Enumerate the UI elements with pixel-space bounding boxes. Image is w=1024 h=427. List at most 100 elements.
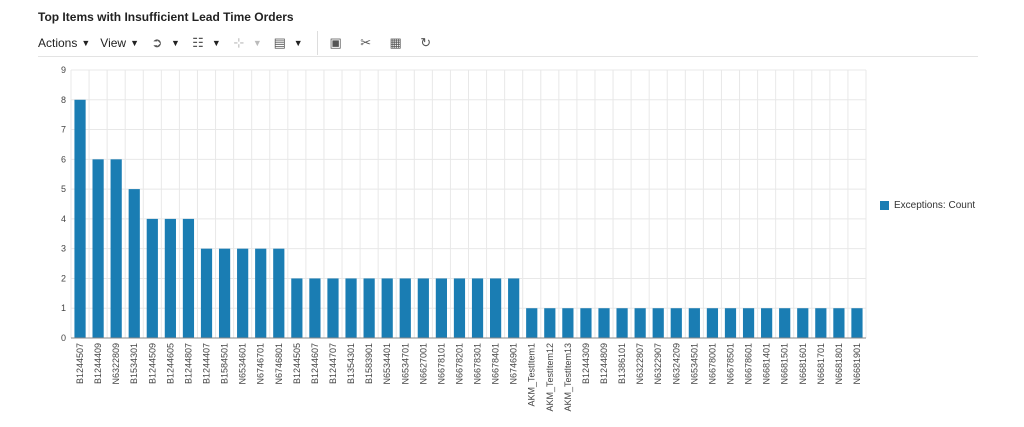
x-tick-label: B1244407: [202, 343, 212, 384]
bar[interactable]: [815, 308, 827, 338]
chart-title: Top Items with Insufficient Lead Time Or…: [38, 10, 294, 24]
bar[interactable]: [345, 278, 357, 338]
bar[interactable]: [200, 248, 213, 338]
bar[interactable]: [327, 278, 339, 338]
bar[interactable]: [218, 248, 231, 338]
x-tick-label: B1244409: [93, 343, 103, 384]
x-tick-label: B1244607: [310, 343, 320, 384]
bar[interactable]: [634, 308, 646, 338]
bar[interactable]: [544, 308, 556, 338]
x-tick-label: N6322809: [111, 343, 121, 385]
x-tick-label: N6534401: [382, 343, 392, 385]
bar[interactable]: [562, 308, 574, 338]
x-tick-label: N6746901: [509, 343, 519, 385]
bar[interactable]: [273, 248, 285, 338]
x-tick-label: N6678401: [491, 343, 501, 385]
bar[interactable]: [237, 248, 249, 338]
x-tick-label: N6534501: [689, 343, 699, 385]
y-tick-label: 6: [61, 154, 66, 164]
y-tick-label: 7: [61, 125, 66, 135]
bar[interactable]: [761, 308, 773, 338]
bar[interactable]: [146, 218, 158, 338]
x-axis-tick-labels: B1244507 B1244409 N6322809 B1534301 B1244509…: [75, 343, 862, 412]
y-tick-label: 9: [61, 65, 66, 75]
x-tick-label: AKM_TestItem12: [545, 343, 555, 412]
bar[interactable]: [616, 308, 628, 338]
caret-down-icon: ▼: [252, 38, 262, 48]
bar[interactable]: [164, 218, 176, 338]
bar[interactable]: [381, 278, 393, 338]
x-tick-label: N6681701: [816, 343, 826, 385]
toolbar: Actions ▼ View ▼ ➲ ▼ ☷ ▼ ⊹ ▼ ▤ ▼ ▣ ✂ ▦ ↻: [38, 30, 978, 57]
bar[interactable]: [471, 278, 484, 338]
bar[interactable]: [363, 278, 375, 338]
bar[interactable]: [417, 278, 429, 338]
bar[interactable]: [724, 308, 737, 338]
bar[interactable]: [74, 99, 86, 339]
view-label: View: [100, 36, 127, 50]
legend-swatch: [880, 201, 889, 210]
legend[interactable]: Exceptions: Count: [880, 200, 975, 211]
actions-menu-button[interactable]: Actions ▼: [38, 36, 90, 50]
bar[interactable]: [526, 308, 538, 338]
caret-down-icon: ▼: [293, 38, 303, 48]
x-tick-label: N6681601: [798, 343, 808, 385]
bar[interactable]: [706, 308, 719, 338]
x-tick-label: N6678501: [725, 343, 735, 385]
view-menu-button[interactable]: View ▼: [100, 36, 139, 50]
tools-icon[interactable]: ✂: [360, 35, 372, 50]
bar[interactable]: [580, 308, 592, 338]
bar[interactable]: [309, 278, 321, 338]
bar[interactable]: [508, 278, 520, 338]
refresh-icon[interactable]: ↻: [420, 35, 432, 50]
hierarchy-menu-button[interactable]: ⊹ ▼: [231, 35, 262, 51]
save-icon[interactable]: ▣: [329, 35, 342, 50]
caret-down-icon: ▼: [211, 38, 221, 48]
bar[interactable]: [688, 308, 700, 338]
bar[interactable]: [779, 308, 791, 338]
bar[interactable]: [742, 308, 755, 338]
x-tick-label: B1244605: [165, 343, 175, 384]
bar[interactable]: [851, 308, 863, 338]
x-tick-label: B1244507: [75, 343, 85, 384]
x-tick-label: B1244807: [183, 343, 193, 384]
bar[interactable]: [833, 308, 845, 338]
x-tick-label: N6324209: [671, 343, 681, 385]
calculator-menu-button[interactable]: ▤ ▼: [272, 35, 303, 51]
bars: [74, 99, 863, 339]
bar[interactable]: [399, 278, 411, 338]
bar[interactable]: [490, 278, 502, 338]
go-to-menu-button[interactable]: ➲ ▼: [149, 35, 180, 51]
bar[interactable]: [110, 159, 122, 338]
bar[interactable]: [453, 278, 466, 338]
x-tick-label: AKM_TestItem13: [563, 343, 573, 412]
x-tick-label: N6678301: [473, 343, 483, 385]
table-view-icon[interactable]: ▦: [389, 35, 402, 50]
x-tick-label: B1244309: [581, 343, 591, 384]
bar[interactable]: [291, 278, 303, 338]
bar[interactable]: [670, 308, 682, 338]
bar[interactable]: [652, 308, 664, 338]
columns-menu-button[interactable]: ☷ ▼: [190, 35, 221, 51]
bar[interactable]: [92, 159, 104, 338]
bar[interactable]: [435, 278, 447, 338]
x-tick-label: N6322807: [635, 343, 645, 385]
circle-arrow-icon: ➲: [151, 35, 163, 50]
x-tick-label: B1244707: [328, 343, 338, 384]
bar[interactable]: [598, 308, 610, 338]
x-tick-label: B1584501: [220, 343, 230, 384]
x-tick-label: N6678201: [454, 343, 464, 385]
bar[interactable]: [182, 218, 195, 338]
x-tick-label: B1386101: [617, 343, 627, 384]
x-tick-label: B1244505: [292, 343, 302, 384]
x-tick-label: N6678101: [436, 343, 446, 385]
bar[interactable]: [128, 189, 140, 338]
y-axis-tick-labels: 0 1 2 3 4 5 6 7 8 9: [61, 65, 66, 343]
hierarchy-icon: ⊹: [233, 35, 245, 50]
x-tick-label: N6746701: [256, 343, 266, 385]
bar[interactable]: [797, 308, 809, 338]
x-tick-label: N6678001: [707, 343, 717, 385]
caret-down-icon: ▼: [81, 38, 91, 48]
bar[interactable]: [255, 248, 267, 338]
x-tick-label: N6627001: [418, 343, 428, 385]
